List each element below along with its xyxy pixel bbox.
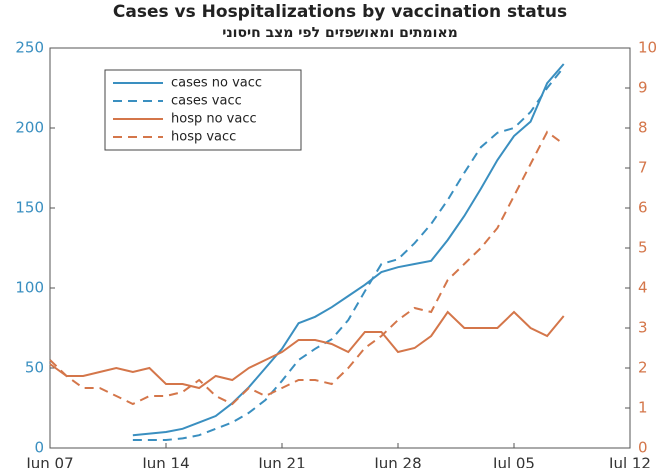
series-line [132,63,565,437]
x-tick-label: Jun 28 [373,455,421,468]
series-line [49,310,565,390]
chart-title: Cases vs Hospitalizations by vaccination… [113,2,567,22]
y2-tick-label: 6 [638,199,648,217]
legend-label: cases vacc [171,94,242,109]
y2-tick-label: 1 [638,399,648,417]
y-tick-label: 100 [15,279,44,297]
x-tick-label: Jun 21 [257,455,305,468]
y2-tick-label: 4 [638,279,648,297]
y2-tick-label: 10 [638,39,657,57]
series-line [132,66,565,441]
x-tick-label: Jul 12 [608,455,651,468]
legend-label: cases no vacc [171,76,262,91]
y-tick-label: 0 [34,439,44,457]
y2-tick-label: 3 [638,319,648,337]
series-line [49,130,565,406]
y2-tick-label: 5 [638,239,648,257]
legend-label: hosp vacc [171,130,236,145]
x-tick-label: Jun 07 [25,455,73,468]
y2-tick-label: 7 [638,159,648,177]
y2-tick-label: 2 [638,359,648,377]
x-tick-label: Jun 14 [141,455,189,468]
legend-label: hosp no vacc [171,112,257,127]
y-tick-label: 250 [15,39,44,57]
y-tick-label: 150 [15,199,44,217]
y-tick-label: 200 [15,119,44,137]
y2-tick-label: 8 [638,119,648,137]
y-tick-label: 50 [25,359,44,377]
y2-tick-label: 9 [638,79,648,97]
x-tick-label: Jul 05 [492,455,535,468]
chart-subtitle: מאומתים ומאושפזים לפי מצב חיסוני [222,25,458,41]
y2-tick-label: 0 [638,439,648,457]
